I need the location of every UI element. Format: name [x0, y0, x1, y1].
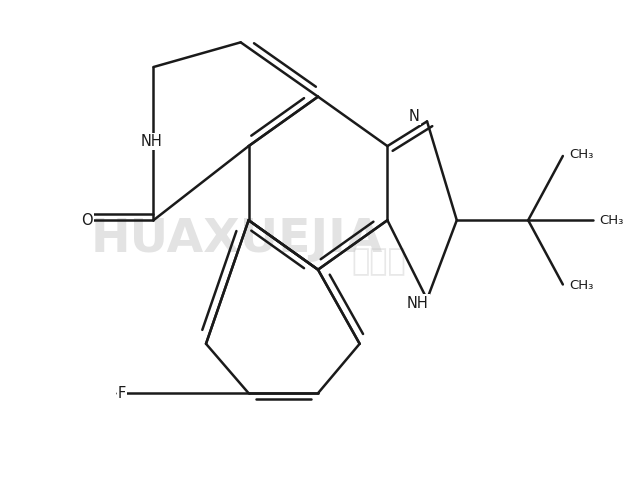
- Text: CH₃: CH₃: [599, 214, 623, 227]
- Text: NH: NH: [141, 134, 162, 149]
- Text: HUAXUEJIA: HUAXUEJIA: [90, 217, 383, 263]
- Text: 化学加: 化学加: [351, 247, 406, 276]
- Text: NH: NH: [406, 296, 429, 311]
- Text: CH₃: CH₃: [569, 148, 594, 161]
- Text: F: F: [118, 386, 126, 401]
- Text: N: N: [409, 109, 420, 124]
- Text: O: O: [82, 213, 93, 228]
- Text: CH₃: CH₃: [569, 279, 594, 292]
